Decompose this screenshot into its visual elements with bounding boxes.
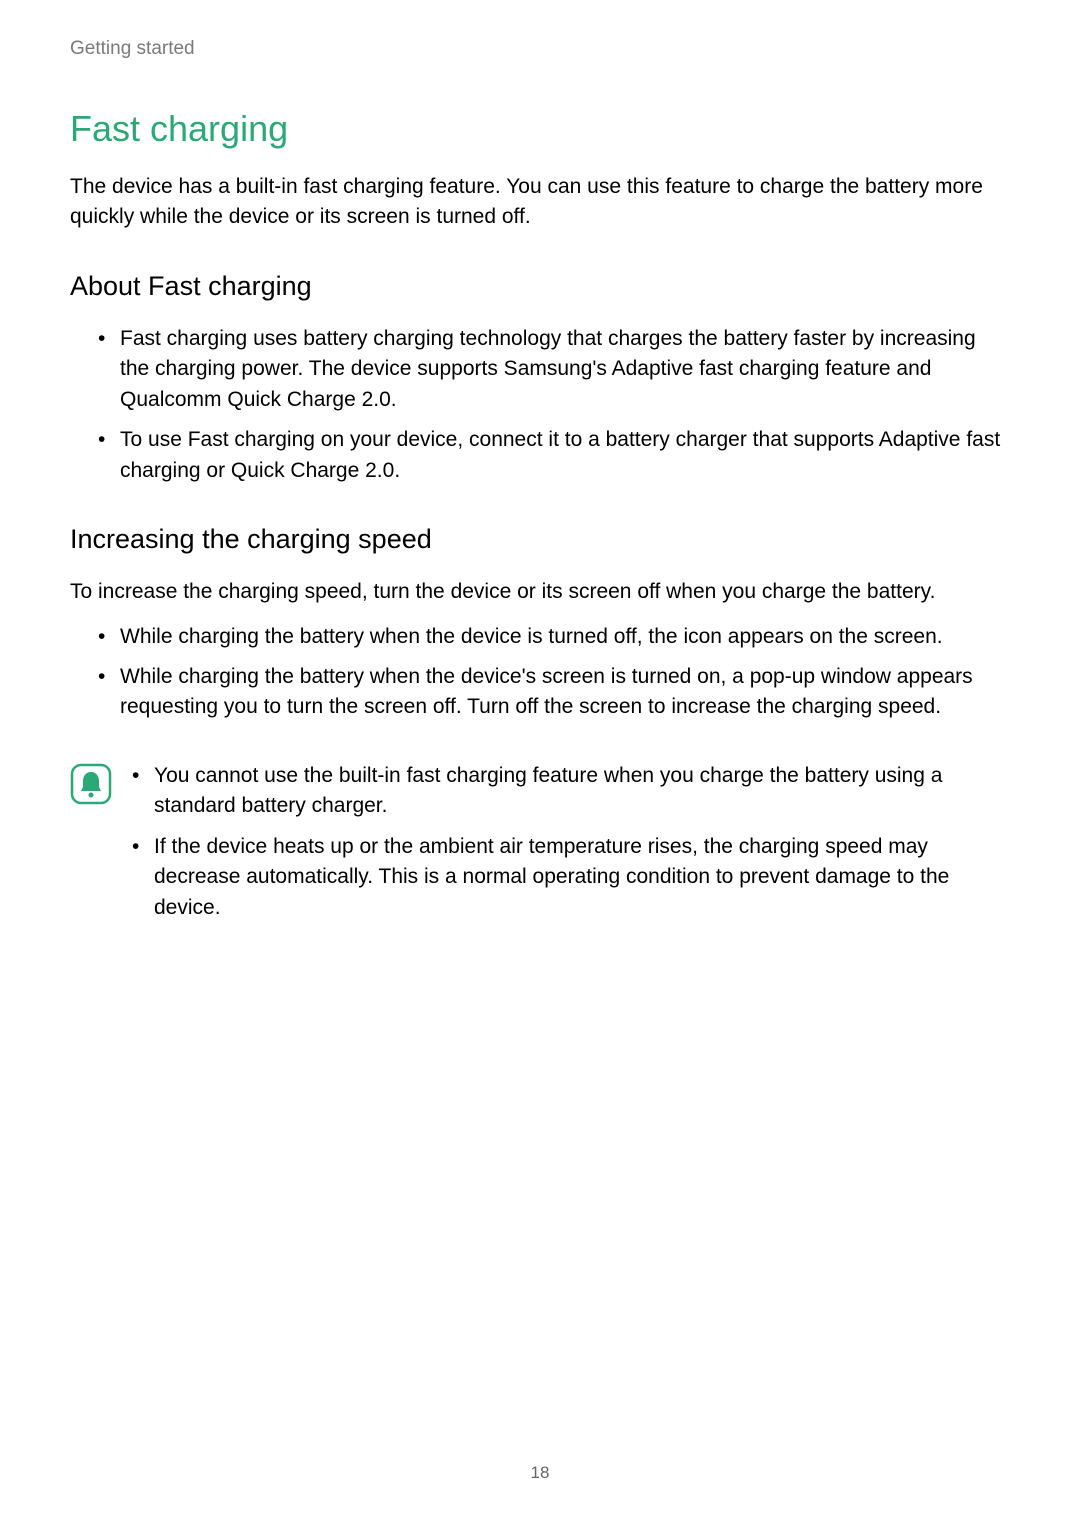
note-section: You cannot use the built-in fast chargin… xyxy=(70,761,1010,933)
intro-paragraph: The device has a built-in fast charging … xyxy=(70,172,1010,233)
page-title: Fast charging xyxy=(70,108,1010,150)
list-item: While charging the battery when the devi… xyxy=(98,622,1010,652)
note-bullet-list: You cannot use the built-in fast chargin… xyxy=(132,761,1010,923)
about-bullet-list: Fast charging uses battery charging tech… xyxy=(70,324,1010,486)
note-content: You cannot use the built-in fast chargin… xyxy=(132,761,1010,933)
subtitle-about: About Fast charging xyxy=(70,271,1010,302)
list-item: Fast charging uses battery charging tech… xyxy=(98,324,1010,415)
subtitle-increasing: Increasing the charging speed xyxy=(70,524,1010,555)
list-item: If the device heats up or the ambient ai… xyxy=(132,832,1010,923)
list-item: While charging the battery when the devi… xyxy=(98,662,1010,723)
section2-intro: To increase the charging speed, turn the… xyxy=(70,577,1010,607)
note-bell-icon xyxy=(70,763,112,805)
increasing-bullet-list: While charging the battery when the devi… xyxy=(70,622,1010,723)
page-number: 18 xyxy=(531,1463,550,1483)
section-header: Getting started xyxy=(70,38,1010,60)
list-item: You cannot use the built-in fast chargin… xyxy=(132,761,1010,822)
list-item: To use Fast charging on your device, con… xyxy=(98,425,1010,486)
section-name: Getting started xyxy=(70,38,195,59)
